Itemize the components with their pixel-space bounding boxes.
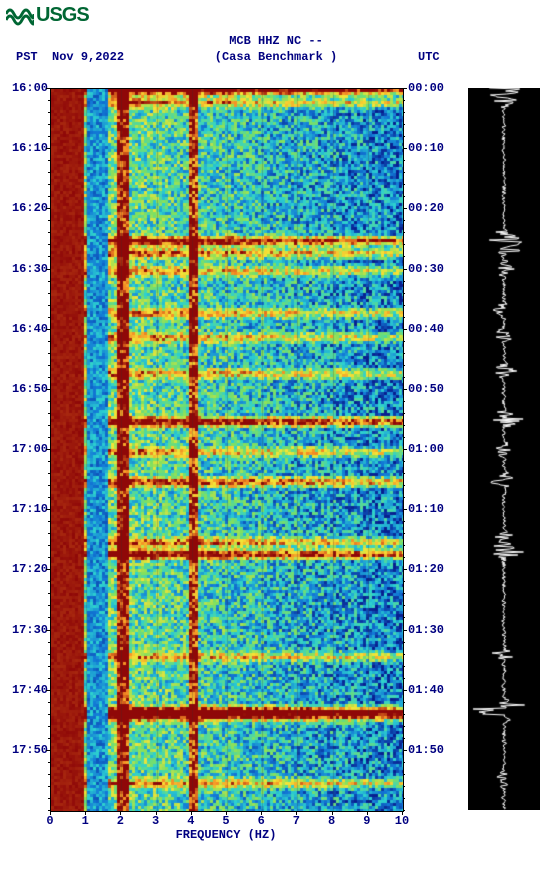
- x-axis-labels: 012345678910: [50, 814, 402, 828]
- spectrogram-plot: [50, 88, 404, 812]
- pst-time-label: 16:10: [4, 141, 48, 155]
- usgs-text: USGS: [36, 4, 89, 27]
- left-timezone: PST Nov 9,2022: [16, 50, 124, 64]
- freq-tick-label: 3: [152, 814, 159, 828]
- pst-time-label: 17:40: [4, 683, 48, 697]
- pst-time-label: 16:40: [4, 322, 48, 336]
- pst-time-label: 17:50: [4, 743, 48, 757]
- usgs-wave-icon: [6, 6, 34, 26]
- pst-time-label: 16:00: [4, 81, 48, 95]
- freq-tick-label: 0: [46, 814, 53, 828]
- utc-time-label: 01:00: [408, 442, 452, 456]
- waveform-sidebar: [468, 88, 540, 810]
- pst-time-label: 16:20: [4, 201, 48, 215]
- utc-time-label: 01:50: [408, 743, 452, 757]
- freq-tick-label: 7: [293, 814, 300, 828]
- utc-time-label: 00:20: [408, 201, 452, 215]
- pst-time-label: 17:10: [4, 502, 48, 516]
- utc-time-label: 01:30: [408, 623, 452, 637]
- station-id: MCB HHZ NC --: [0, 34, 552, 48]
- pst-time-label: 17:20: [4, 562, 48, 576]
- utc-time-label: 00:40: [408, 322, 452, 336]
- freq-tick-label: 1: [82, 814, 89, 828]
- freq-tick-label: 2: [117, 814, 124, 828]
- utc-time-label: 00:00: [408, 81, 452, 95]
- freq-tick-label: 4: [187, 814, 194, 828]
- spectrogram-canvas: [51, 89, 403, 811]
- freq-tick-label: 6: [258, 814, 265, 828]
- utc-time-label: 01:20: [408, 562, 452, 576]
- freq-tick-label: 9: [363, 814, 370, 828]
- pst-time-label: 17:30: [4, 623, 48, 637]
- freq-tick-label: 8: [328, 814, 335, 828]
- utc-time-label: 01:40: [408, 683, 452, 697]
- utc-time-label: 00:50: [408, 382, 452, 396]
- waveform-canvas: [468, 88, 540, 810]
- pst-time-label: 16:30: [4, 262, 48, 276]
- pst-time-label: 17:00: [4, 442, 48, 456]
- pst-time-label: 16:50: [4, 382, 48, 396]
- usgs-logo: USGS: [6, 4, 89, 27]
- freq-tick-label: 10: [395, 814, 409, 828]
- freq-tick-label: 5: [222, 814, 229, 828]
- utc-time-label: 00:30: [408, 262, 452, 276]
- x-axis-title: FREQUENCY (HZ): [0, 828, 452, 842]
- utc-time-label: 01:10: [408, 502, 452, 516]
- right-timezone: UTC: [418, 50, 440, 64]
- utc-time-label: 00:10: [408, 141, 452, 155]
